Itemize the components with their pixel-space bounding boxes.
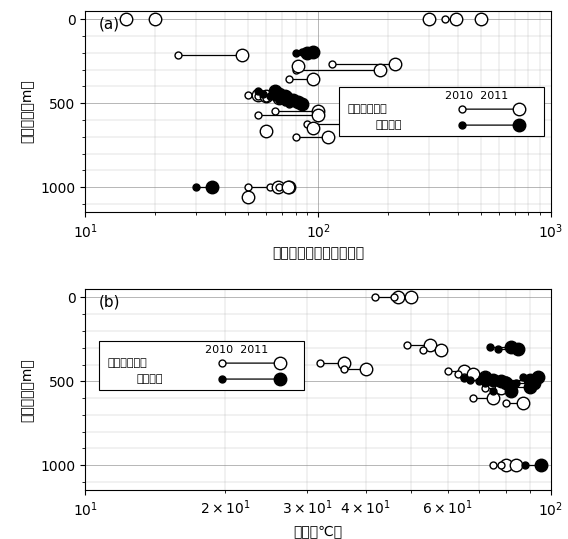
Text: (a): (a) <box>99 17 120 32</box>
Y-axis label: 井戸深度（m）: 井戸深度（m） <box>21 80 35 143</box>
Text: 強羅地区: 強羅地区 <box>376 120 402 130</box>
X-axis label: 温度（℃）: 温度（℃） <box>294 524 343 538</box>
Y-axis label: 井戸深度（m）: 井戸深度（m） <box>21 358 35 421</box>
Bar <box>99 341 304 390</box>
Bar <box>339 87 544 136</box>
Text: 箔根湯本地区: 箔根湯本地区 <box>107 358 147 368</box>
Text: 2010  2011: 2010 2011 <box>205 345 268 355</box>
Text: (b): (b) <box>99 295 120 310</box>
Text: 強羅地区: 強羅地区 <box>136 374 162 384</box>
Text: 箔根湯本地区: 箔根湯本地区 <box>347 104 387 114</box>
X-axis label: 揚湯量（リットル／分）: 揚湯量（リットル／分） <box>272 246 364 260</box>
Text: 2010  2011: 2010 2011 <box>445 91 508 101</box>
